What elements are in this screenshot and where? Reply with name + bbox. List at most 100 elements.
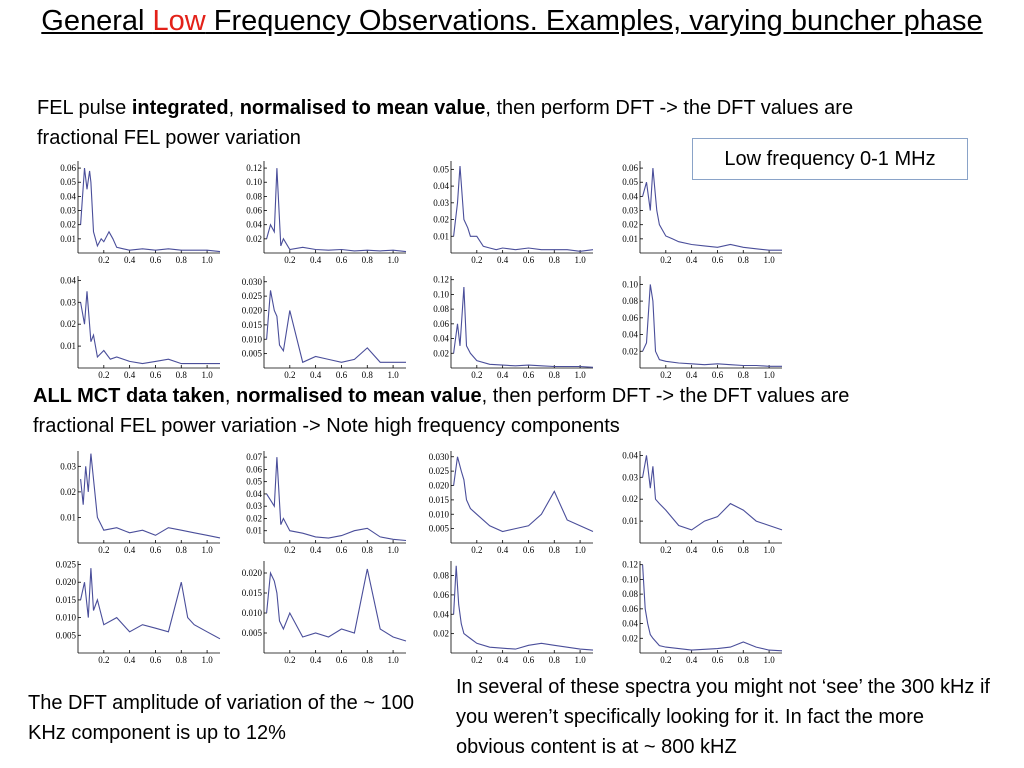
y-tick-label: 0.015 [429, 495, 450, 505]
y-tick-label: 0.08 [622, 296, 638, 306]
slide-title: General Low Frequency Observations. Exam… [0, 2, 1024, 40]
y-tick-label: 0.04 [246, 220, 262, 230]
y-tick-label: 0.020 [242, 306, 263, 316]
y-tick-label: 0.04 [622, 619, 638, 629]
p1-text-1: FEL pulse [37, 97, 132, 119]
x-tick-label: 1.0 [387, 255, 399, 265]
title-accent: Low [152, 5, 206, 37]
y-tick-label: 0.07 [246, 452, 262, 462]
y-tick-label: 0.12 [622, 560, 638, 570]
x-tick-label: 0.2 [98, 655, 109, 665]
y-tick-label: 0.04 [622, 450, 638, 460]
x-tick-label: 0.6 [523, 545, 535, 555]
y-tick-label: 0.06 [622, 313, 638, 323]
y-tick-label: 0.01 [60, 341, 76, 351]
x-tick-label: 0.4 [124, 545, 136, 555]
y-tick-label: 0.10 [622, 574, 638, 584]
x-tick-label: 0.8 [549, 370, 561, 380]
y-tick-label: 0.010 [242, 334, 263, 344]
y-tick-label: 0.02 [622, 494, 638, 504]
p1-bold-2: normalised to mean value [239, 97, 486, 119]
y-tick-label: 0.06 [246, 464, 262, 474]
x-tick-label: 0.2 [284, 655, 295, 665]
spectrum-plot-15: 0.2 0.4 0.6 0.8 1.0 0.02 0.04 0.06 0.08 [433, 561, 594, 665]
y-tick-label: 0.01 [433, 231, 449, 241]
x-tick-label: 0.2 [98, 370, 109, 380]
x-tick-label: 1.0 [201, 545, 213, 555]
y-tick-label: 0.04 [246, 489, 262, 499]
x-tick-label: 0.4 [310, 655, 322, 665]
y-tick-label: 0.030 [429, 452, 450, 462]
spectrum-trace [453, 286, 594, 368]
y-tick-label: 0.015 [242, 588, 263, 598]
y-tick-label: 0.08 [622, 589, 638, 599]
x-tick-label: 0.6 [712, 370, 724, 380]
x-tick-label: 0.6 [523, 255, 535, 265]
amplitude-note: The DFT amplitude of variation of the ~ … [28, 692, 414, 744]
y-tick-label: 0.04 [60, 275, 76, 285]
y-tick-label: 0.015 [56, 595, 77, 605]
spectrum-plot-14: 0.2 0.4 0.6 0.8 1.0 0.005 0.010 0.015 0.020 [242, 561, 407, 665]
x-tick-label: 1.0 [201, 255, 213, 265]
y-tick-label: 0.04 [433, 609, 449, 619]
x-tick-label: 0.4 [310, 370, 322, 380]
y-tick-label: 0.02 [433, 348, 449, 358]
x-tick-label: 0.6 [712, 655, 724, 665]
y-tick-label: 0.010 [242, 608, 263, 618]
spectrum-trace [453, 165, 594, 252]
y-tick-label: 0.02 [622, 220, 638, 230]
x-tick-label: 1.0 [387, 545, 399, 555]
x-tick-label: 0.8 [738, 255, 750, 265]
y-tick-label: 0.01 [622, 516, 638, 526]
x-tick-label: 0.6 [150, 370, 162, 380]
y-tick-label: 0.06 [433, 590, 449, 600]
spectrum-trace [80, 291, 220, 365]
x-tick-label: 0.8 [549, 655, 561, 665]
spectrum-trace [80, 453, 221, 539]
spectrum-trace [266, 568, 407, 642]
x-tick-label: 0.6 [712, 255, 724, 265]
y-tick-label: 0.02 [433, 629, 449, 639]
x-tick-label: 0.2 [98, 545, 109, 555]
y-tick-label: 0.04 [433, 334, 449, 344]
spectrum-trace [642, 168, 782, 251]
y-tick-label: 0.03 [622, 206, 638, 216]
spectrum-plot-16: 0.2 0.4 0.6 0.8 1.0 0.02 0.04 0.06 0.08 0.10 0.12 [622, 560, 783, 665]
y-tick-label: 0.02 [60, 220, 76, 230]
x-tick-label: 1.0 [763, 255, 775, 265]
y-tick-label: 0.08 [433, 304, 449, 314]
spectrum-trace [642, 564, 783, 652]
p2-bold-1: ALL MCT data taken [33, 385, 225, 407]
x-tick-label: 0.8 [362, 370, 374, 380]
x-tick-label: 0.2 [284, 255, 295, 265]
x-tick-label: 0.4 [497, 655, 509, 665]
y-tick-label: 0.030 [242, 277, 263, 287]
y-tick-label: 0.05 [246, 477, 262, 487]
title-prefix: General [41, 5, 153, 37]
x-tick-label: 1.0 [387, 655, 399, 665]
x-tick-label: 0.6 [336, 370, 348, 380]
x-tick-label: 0.6 [523, 370, 535, 380]
p1-bold-1: integrated [131, 97, 229, 119]
spectra-note: In several of these spectra you might no… [456, 676, 990, 758]
y-tick-label: 0.10 [433, 289, 449, 299]
x-tick-label: 0.4 [310, 545, 322, 555]
x-tick-label: 0.4 [124, 370, 136, 380]
y-tick-label: 0.01 [622, 234, 638, 244]
spectrum-plot-11: 0.2 0.4 0.6 0.8 1.0 0.005 0.010 0.015 0.020 0.025… [429, 451, 594, 555]
spectrum-plot-9: 0.2 0.4 0.6 0.8 1.0 0.01 0.02 0.03 [60, 451, 221, 555]
y-tick-label: 0.02 [622, 346, 638, 356]
spectrum-trace [453, 565, 594, 651]
x-tick-label: 0.2 [98, 255, 109, 265]
y-tick-label: 0.12 [246, 163, 262, 173]
y-tick-label: 0.03 [622, 472, 638, 482]
spectrum-trace [80, 568, 221, 640]
x-tick-label: 1.0 [574, 655, 586, 665]
x-tick-label: 0.2 [471, 255, 482, 265]
x-tick-label: 0.2 [660, 655, 671, 665]
y-tick-label: 0.025 [56, 560, 77, 570]
x-tick-label: 1.0 [574, 545, 586, 555]
y-tick-label: 0.02 [246, 513, 262, 523]
spectrum-trace [642, 455, 783, 531]
x-tick-label: 0.8 [738, 655, 750, 665]
